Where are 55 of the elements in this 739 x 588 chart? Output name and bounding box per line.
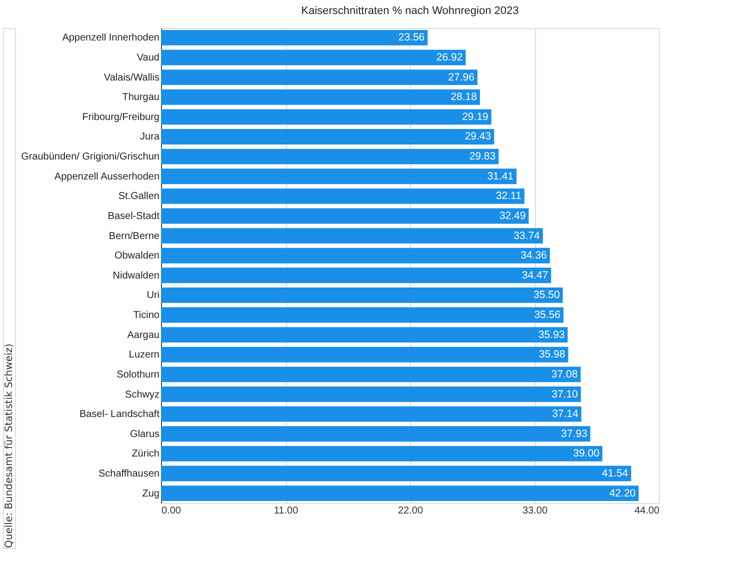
y-tick-label: Uri [146,290,160,302]
y-tick-label: Thurgau [122,92,160,104]
y-tick-label: Bern/Berne [108,230,160,242]
y-tick-label: Glarus [130,428,160,440]
y-tick-label: Zug [142,488,160,500]
y-tick-label: Basel-Stadt [108,210,160,222]
y-tick-label: Solothurn [116,369,160,380]
y-tick-label: Graubünden/ Grigioni/Grischun [21,152,160,163]
data-label: 29.43 [464,130,492,143]
y-tick-label: Valais/Wallis [104,72,160,84]
y-tick-label: Schaffhausen [98,468,160,480]
data-label: 29.19 [462,110,489,123]
data-label: 34.47 [522,269,548,282]
x-tick-label: 11.00 [274,506,299,516]
data-label: 37.14 [552,408,579,420]
data-label: 32.11 [496,190,522,202]
x-tick-label: 33.00 [522,506,548,516]
y-tick-label: Obwalden [114,250,160,262]
data-label: 34.36 [520,250,548,262]
x-tick-label: 0.00 [162,506,182,516]
data-label: 33.74 [514,230,540,242]
chart-title: Kaiserschnittraten % nach Wohnregion 2023 [301,5,519,17]
data-label: 37.10 [552,388,578,400]
data-label: 37.08 [551,368,578,380]
y-tick-label: Jura [140,132,160,143]
data-label: 35.98 [538,348,566,361]
data-label: 26.92 [436,52,463,64]
source-note: Quelle: Bundesamt für Statistik Schweiz) [4,344,15,548]
data-label: 27.96 [448,71,475,84]
y-tick-label: Nidwalden [112,270,160,282]
y-tick-label: Schwyz [125,389,160,400]
data-label: 31.41 [487,170,514,182]
data-label: 29.83 [469,150,496,163]
y-tick-label: Appenzell Ausserhoden [54,171,160,182]
x-tick-label: 44.00 [634,506,660,516]
y-tick-label: Luzern [128,350,160,361]
y-tick-label: Basel- Landschaft [79,409,160,420]
x-tick-label: 22.00 [398,506,424,516]
data-label: 35.50 [534,289,560,302]
data-label: 41.54 [602,467,628,480]
y-tick-label: Vaud [136,52,160,64]
data-label: 32.49 [499,210,526,222]
data-label: 23.56 [398,32,425,44]
data-label: 37.93 [561,428,588,440]
y-tick-label: St.Gallen [118,191,160,202]
y-tick-label: Aargau [127,330,160,341]
data-label: 42.20 [609,487,636,500]
y-tick-label: Appenzell Innerhoden [62,32,160,44]
y-tick-label: Zürich [132,448,160,460]
y-tick-label: Fribourg/Freiburg [82,112,160,123]
data-label: 35.93 [538,328,565,341]
data-label: 35.56 [534,309,561,322]
data-label: 28.18 [450,91,478,104]
y-tick-label: Ticino [133,310,160,322]
data-label: 39.00 [573,448,600,460]
